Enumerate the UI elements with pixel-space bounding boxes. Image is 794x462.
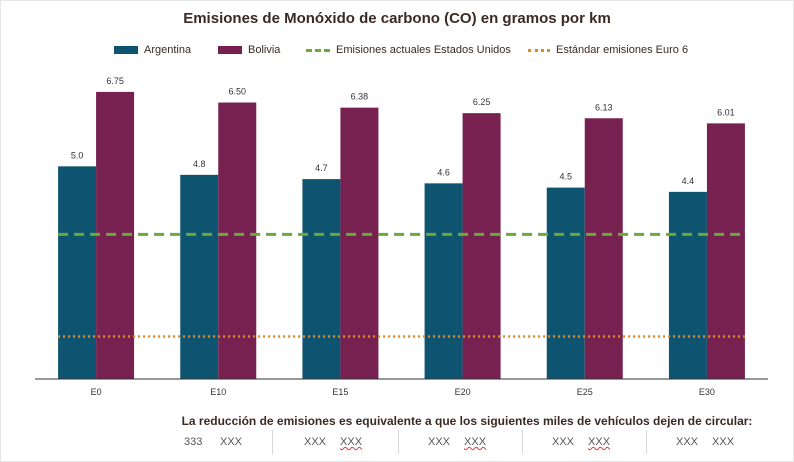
footer-cell-3: XXX XXX (428, 430, 486, 454)
legend-swatch-bolivia (218, 46, 242, 54)
x-tick-label: E20 (455, 387, 471, 397)
data-label: 4.6 (437, 167, 450, 177)
footer-cell-value: XXX (712, 436, 735, 448)
bar-bolivia (218, 102, 257, 380)
bar-bolivia (706, 123, 745, 379)
bar-bolivia (340, 107, 379, 380)
footer-divider (272, 430, 273, 454)
legend-label-argentina: Argentina (144, 44, 192, 56)
data-label: 6.13 (595, 102, 613, 112)
x-tick-label: E15 (332, 387, 348, 397)
footer-cell-4: XXX XXX (552, 430, 610, 454)
x-tick-label: E30 (699, 387, 715, 397)
legend-label-bolivia: Bolivia (248, 44, 281, 56)
footer-cell-2: XXX XXX (304, 430, 362, 454)
footer-cell-value: XXX (464, 436, 487, 448)
footer-cell-5: XXX XXX (676, 430, 734, 454)
footer-cell-value: XXX (428, 436, 451, 448)
data-label: 6.75 (106, 76, 124, 86)
footer-cells: 333 XXX XXX XXX XXX XXX XXX XXX XXX XXX (0, 430, 794, 456)
data-label: 6.38 (351, 92, 369, 102)
x-tick-label: E10 (210, 387, 226, 397)
legend-item-us-emissions: Emisiones actuales Estados Unidos (306, 44, 511, 56)
data-label: 6.25 (473, 97, 491, 107)
data-label: 4.5 (559, 172, 572, 182)
footer-cell-value: XXX (588, 436, 611, 448)
footer-text: La reducción de emisiones es equivalente… (181, 414, 753, 428)
chart-legend: Argentina Bolivia Emisiones actuales Est… (0, 44, 794, 58)
footer-cell-value: 333 (184, 436, 203, 448)
bar-argentina (58, 166, 97, 379)
bar-argentina (302, 179, 341, 379)
bar-argentina (180, 174, 219, 379)
legend-item-bolivia: Bolivia (218, 44, 280, 56)
x-tick-label: E25 (577, 387, 593, 397)
legend-label-euro6: Estándar emisiones Euro 6 (556, 44, 689, 56)
data-label: 4.4 (682, 176, 695, 186)
footer-cell-value: XXX (304, 436, 327, 448)
footer-cell-1: 333 XXX (184, 430, 242, 454)
legend-item-argentina: Argentina (114, 44, 191, 56)
bar-argentina (546, 187, 585, 379)
x-tick-label: E0 (91, 387, 102, 397)
footer-cell-value: XXX (220, 436, 243, 448)
legend-swatch-euro6 (528, 48, 550, 52)
bar-bolivia (584, 118, 623, 380)
bar-bolivia (462, 113, 501, 380)
footer-cell-value: XXX (340, 436, 363, 448)
data-label: 5.0 (71, 150, 84, 160)
footer-divider (522, 430, 523, 454)
footer-cell-value: XXX (552, 436, 575, 448)
footer-divider (646, 430, 647, 454)
legend-label-us-emissions: Emisiones actuales Estados Unidos (336, 44, 511, 56)
bar-argentina (424, 183, 463, 379)
legend-swatch-us-emissions (306, 48, 330, 52)
data-label: 6.50 (228, 87, 246, 97)
chart-title: Emisiones de Monóxido de carbono (CO) en… (183, 10, 611, 27)
footer-cell-value: XXX (676, 436, 699, 448)
data-label: 4.8 (193, 159, 206, 169)
legend-item-euro6: Estándar emisiones Euro 6 (528, 44, 688, 56)
data-label: 4.7 (315, 163, 328, 173)
footer-divider (398, 430, 399, 454)
data-label: 6.01 (717, 107, 735, 117)
legend-swatch-argentina (114, 46, 138, 54)
bar-argentina (668, 191, 707, 379)
